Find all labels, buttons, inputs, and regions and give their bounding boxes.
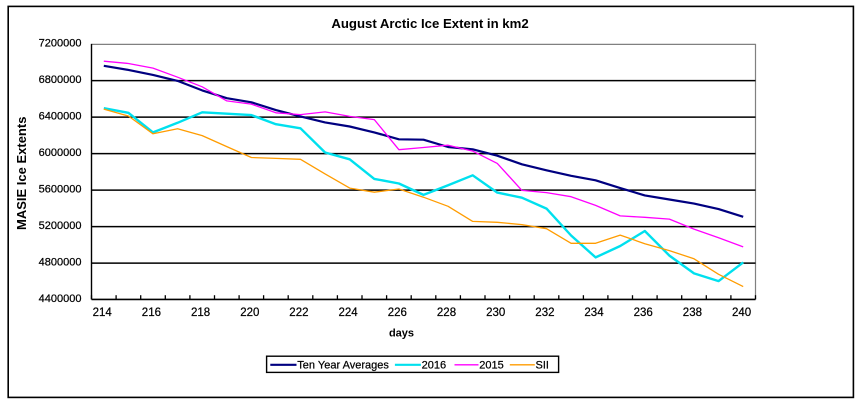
svg-text:6400000: 6400000 (39, 110, 82, 122)
svg-text:days: days (389, 328, 414, 340)
svg-text:7200000: 7200000 (39, 37, 82, 49)
svg-text:238: 238 (683, 307, 702, 319)
svg-text:2016: 2016 (422, 360, 446, 372)
svg-text:4400000: 4400000 (39, 293, 82, 305)
svg-text:MASIE Ice Extents: MASIE Ice Extents (14, 117, 29, 230)
svg-text:236: 236 (634, 307, 653, 319)
svg-text:Ten Year Averages: Ten Year Averages (297, 360, 389, 372)
svg-text:240: 240 (732, 307, 751, 319)
svg-text:224: 224 (339, 307, 359, 319)
svg-text:220: 220 (240, 307, 259, 319)
svg-text:218: 218 (191, 307, 210, 319)
svg-text:216: 216 (142, 307, 161, 319)
svg-text:2015: 2015 (479, 360, 503, 372)
svg-text:5200000: 5200000 (39, 220, 82, 232)
svg-text:6800000: 6800000 (39, 74, 82, 86)
svg-text:232: 232 (535, 307, 554, 319)
svg-text:SII: SII (536, 360, 549, 372)
svg-text:5600000: 5600000 (39, 183, 82, 195)
svg-text:226: 226 (388, 307, 407, 319)
svg-text:228: 228 (437, 307, 456, 319)
svg-text:4800000: 4800000 (39, 256, 82, 268)
svg-text:222: 222 (289, 307, 308, 319)
svg-text:August Arctic Ice Extent in km: August Arctic Ice Extent in km2 (331, 16, 528, 31)
svg-text:6000000: 6000000 (39, 147, 82, 159)
svg-text:234: 234 (584, 307, 604, 319)
svg-text:214: 214 (93, 307, 113, 319)
svg-text:230: 230 (486, 307, 505, 319)
